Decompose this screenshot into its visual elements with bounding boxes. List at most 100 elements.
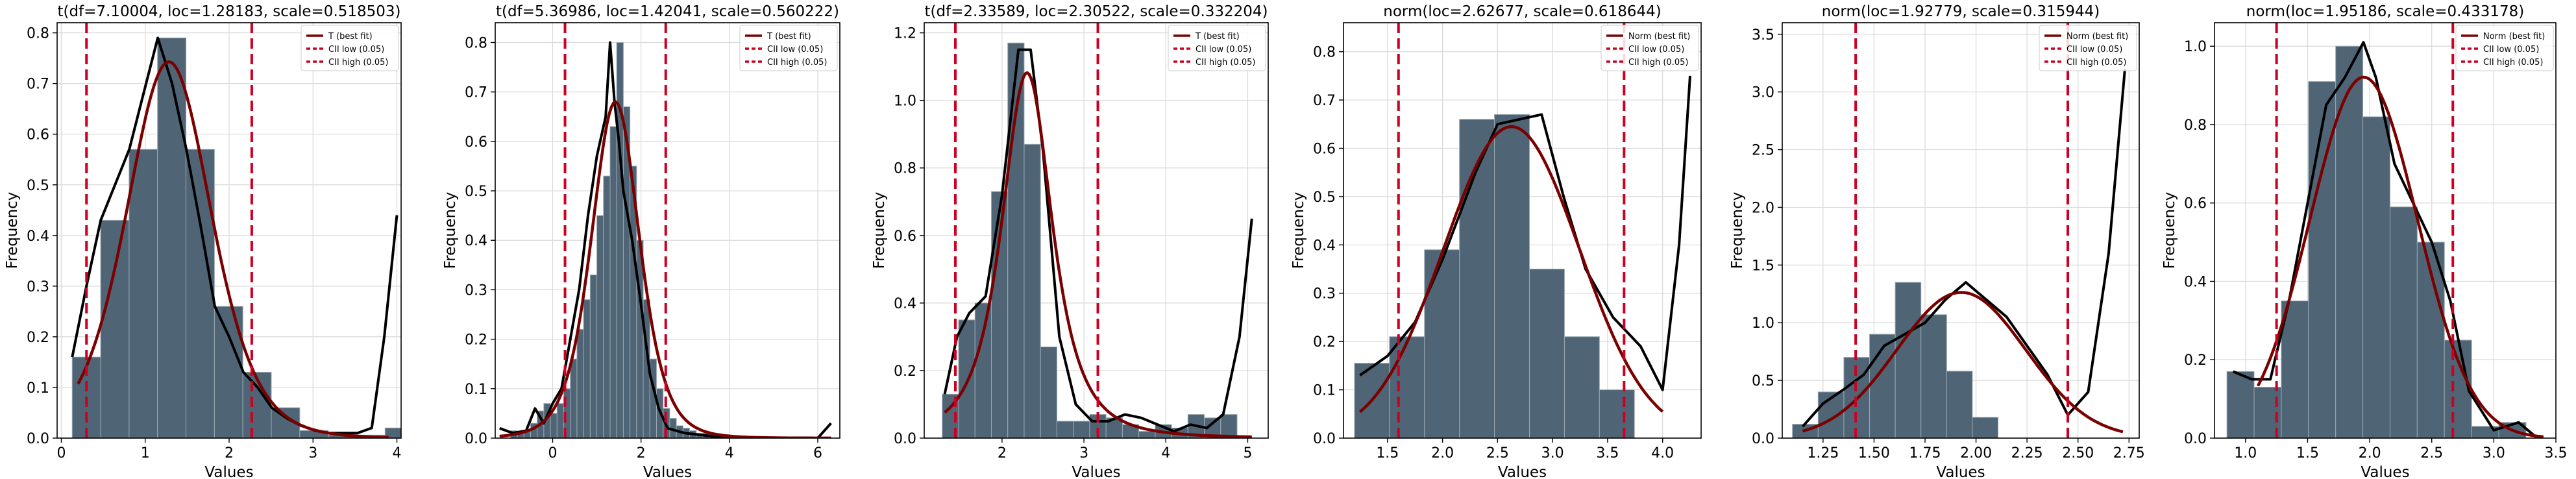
histogram-bar xyxy=(1972,417,1999,438)
y-tick-label: 0.1 xyxy=(465,382,487,398)
histogram-bar xyxy=(1599,389,1635,438)
legend-label: CII high (0.05) xyxy=(328,58,388,68)
legend-box xyxy=(2455,25,2554,71)
x-tick-label: 4.0 xyxy=(1651,445,1674,461)
axes-frame xyxy=(495,22,840,439)
x-tick-label: 2 xyxy=(637,445,646,461)
histogram-bar xyxy=(129,149,158,438)
x-tick-label: 2.5 xyxy=(1486,445,1509,461)
plot-area xyxy=(1782,23,2139,438)
y-tick-label: 0.5 xyxy=(465,184,487,200)
y-tick-label: 0.4 xyxy=(27,228,49,245)
y-tick-label: 1.5 xyxy=(1752,258,1774,274)
chart-title: t(df=7.10004, loc=1.28183, scale=0.51850… xyxy=(57,3,400,20)
y-tick-label: 0.0 xyxy=(2184,431,2207,447)
x-tick-label: 1.0 xyxy=(2234,445,2257,461)
histogram-bar xyxy=(1056,421,1074,438)
x-tick-label: 1.25 xyxy=(1807,445,1839,461)
y-tick-label: 0.4 xyxy=(894,296,916,312)
histogram-bar xyxy=(974,302,992,438)
legend-label: Norm (best fit) xyxy=(1628,32,1690,42)
legend: T (best fit) CII low (0.05) CII high (0.05… xyxy=(1168,25,1266,71)
histogram-bar xyxy=(576,328,584,438)
y-tick-label: 0.4 xyxy=(1313,238,1336,254)
histogram-bar xyxy=(1494,114,1530,438)
x-axis-label: Values xyxy=(2361,464,2409,479)
chart-panel-4: 1.5 2.0 2.5 3.0 3.5 4.0 0.0 0.1 0.2 0.3 0.4 0.5 0.6 0… xyxy=(1290,3,1702,479)
legend-label: CII low (0.05) xyxy=(328,45,384,55)
y-tick-label: 0.1 xyxy=(27,380,49,397)
y-tick-label: 0.7 xyxy=(27,77,49,93)
histogram-bar xyxy=(384,427,401,438)
chart-title: norm(loc=1.95186, scale=0.433178) xyxy=(2246,3,2524,20)
legend-label: CII low (0.05) xyxy=(2067,45,2122,55)
plot-area xyxy=(495,23,840,438)
chart-title: norm(loc=1.92779, scale=0.315944) xyxy=(1822,3,2100,20)
y-tick-label: 0.3 xyxy=(465,282,487,299)
y-tick-label: 0.6 xyxy=(1313,141,1336,157)
y-tick-label: 0.6 xyxy=(2184,196,2207,212)
y-axis-label: Frequency xyxy=(4,192,21,269)
histogram-bar xyxy=(1138,431,1156,438)
x-tick-label: 2 xyxy=(998,445,1007,461)
x-tick-label: 6 xyxy=(813,445,822,461)
histogram-bar xyxy=(1024,143,1041,438)
legend-label: CII low (0.05) xyxy=(767,45,823,55)
legend: Norm (best fit) CII low (0.05) CII high (0… xyxy=(2455,25,2554,71)
x-tick-label: 2.0 xyxy=(2359,445,2381,461)
histogram-bar xyxy=(958,319,975,438)
chart-panel-6: 1.0 1.5 2.0 2.5 3.0 3.5 0.0 0.2 0.4 0.6 0.8 1.0 norm… xyxy=(2161,3,2568,479)
histogram-bar xyxy=(1073,421,1090,438)
legend: Norm (best fit) CII low (0.05) CII high (0… xyxy=(1601,25,1699,71)
y-tick-label: 1.0 xyxy=(894,93,916,110)
x-tick-label: 1.50 xyxy=(1858,445,1890,461)
histogram-bar xyxy=(1389,336,1425,438)
legend-box xyxy=(2039,25,2137,71)
histogram-bar xyxy=(1529,269,1565,438)
y-tick-label: 0.4 xyxy=(2184,274,2207,290)
histogram-bar xyxy=(1895,282,1922,438)
y-tick-label: 0.7 xyxy=(465,85,487,101)
chart-title: t(df=2.33589, loc=2.30522, scale=0.33220… xyxy=(924,3,1268,20)
histogram-bar xyxy=(1920,314,1947,438)
x-tick-label: 2.25 xyxy=(2011,445,2043,461)
histogram-bar xyxy=(1459,119,1495,438)
histogram-bar xyxy=(271,407,301,438)
x-tick-label: 1.5 xyxy=(1376,445,1399,461)
chart-title: norm(loc=2.62677, scale=0.618644) xyxy=(1383,3,1661,20)
legend-label: CII high (0.05) xyxy=(2483,58,2543,68)
y-tick-label: 0.8 xyxy=(27,26,49,42)
histogram-bar xyxy=(2226,371,2255,438)
x-tick-label: 3.0 xyxy=(1541,445,1564,461)
chart-panel-3: 2 3 4 5 0.0 0.2 0.4 0.6 0.8 1.0 1.2 t(df=2.33589, l… xyxy=(871,3,1269,479)
legend: T (best fit) CII low (0.05) CII high (0.05… xyxy=(739,25,838,71)
plot-area xyxy=(2214,23,2556,438)
histogram-bar xyxy=(603,175,611,438)
x-tick-label: 3 xyxy=(308,445,317,461)
chart-panel-1: 0 1 2 3 4 0.0 0.1 0.2 0.3 0.4 0.5 0.6 0.7 0.8 t(df=7.1… xyxy=(4,3,402,479)
legend-label: CII high (0.05) xyxy=(1196,58,1255,68)
y-tick-label: 0.1 xyxy=(1313,383,1336,399)
legend-label: Norm (best fit) xyxy=(2067,32,2128,42)
histogram-bar xyxy=(570,358,578,438)
y-tick-label: 0.5 xyxy=(1752,373,1774,389)
histogram-bar xyxy=(1007,42,1025,438)
chart-title: t(df=5.36986, loc=1.42041, scale=0.56022… xyxy=(496,3,839,20)
x-tick-label: 0 xyxy=(56,445,66,461)
x-tick-label: 2.50 xyxy=(2062,445,2094,461)
y-tick-label: 0.0 xyxy=(894,431,916,447)
histogram-bar xyxy=(2389,206,2418,438)
histogram-bar xyxy=(1564,336,1600,438)
x-tick-label: 1.5 xyxy=(2296,445,2319,461)
legend: T (best fit) CII low (0.05) CII high (0.05… xyxy=(301,25,399,71)
x-tick-label: 4 xyxy=(393,445,402,461)
histogram-bar xyxy=(2281,301,2309,438)
x-tick-label: 2.75 xyxy=(2113,445,2145,461)
y-tick-label: 0.5 xyxy=(27,178,49,194)
x-tick-label: 0 xyxy=(548,445,558,461)
y-tick-label: 0.4 xyxy=(465,233,487,249)
legend-box xyxy=(1168,25,1266,71)
y-tick-label: 0.8 xyxy=(2184,117,2207,134)
y-tick-label: 1.0 xyxy=(1752,315,1774,332)
histogram-bar xyxy=(596,215,604,438)
